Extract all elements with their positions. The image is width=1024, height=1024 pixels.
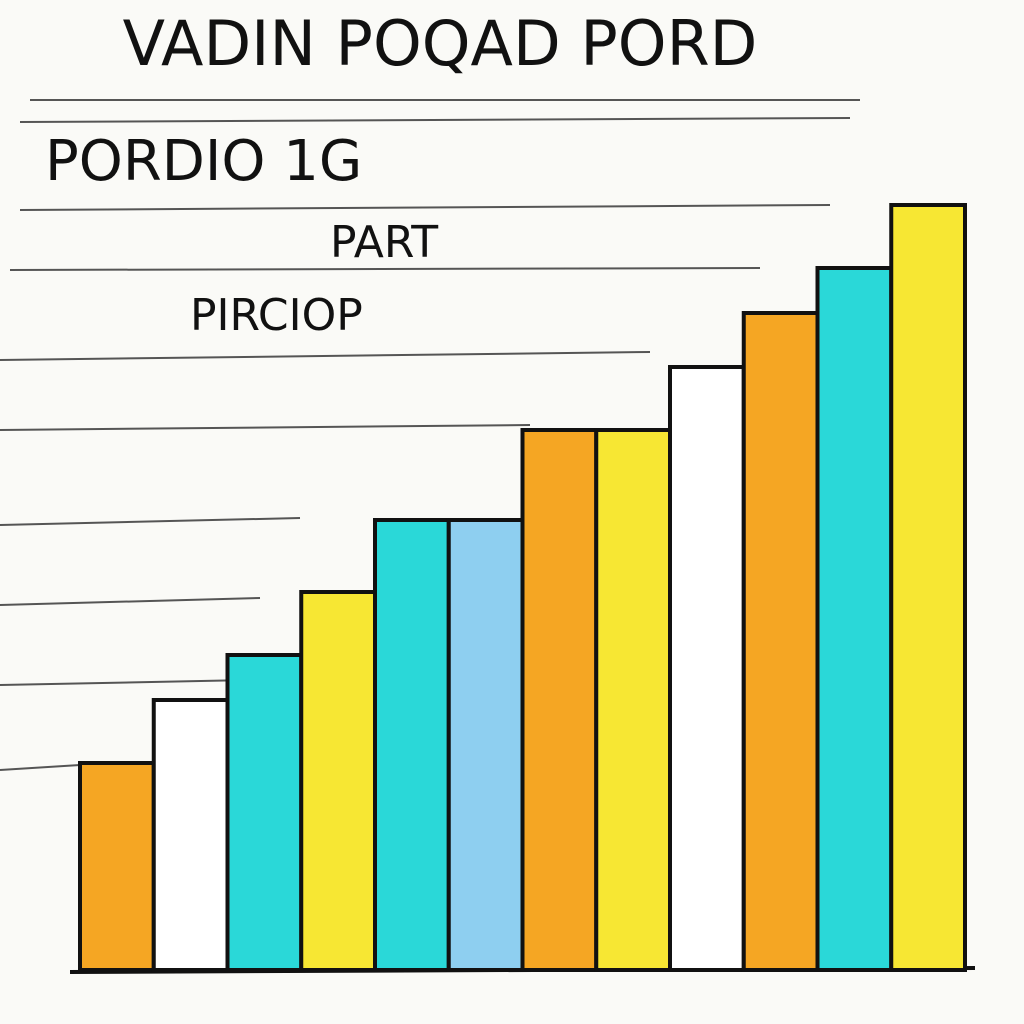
bar — [446, 518, 525, 972]
annotation: PIRCIOP — [190, 290, 363, 341]
bar — [815, 266, 894, 972]
bar — [78, 761, 156, 972]
annotation: PART — [330, 217, 438, 268]
chart-subtitle: PORDIO 1G — [45, 129, 362, 194]
bar — [520, 428, 599, 972]
bar — [889, 203, 967, 972]
bar — [668, 365, 746, 972]
bar — [151, 698, 230, 972]
chart-title: VADIN POQAD PORD — [123, 7, 758, 80]
bar — [225, 653, 304, 972]
bar — [299, 590, 377, 972]
bar — [373, 518, 451, 972]
bar — [594, 428, 672, 972]
bar — [741, 311, 820, 972]
